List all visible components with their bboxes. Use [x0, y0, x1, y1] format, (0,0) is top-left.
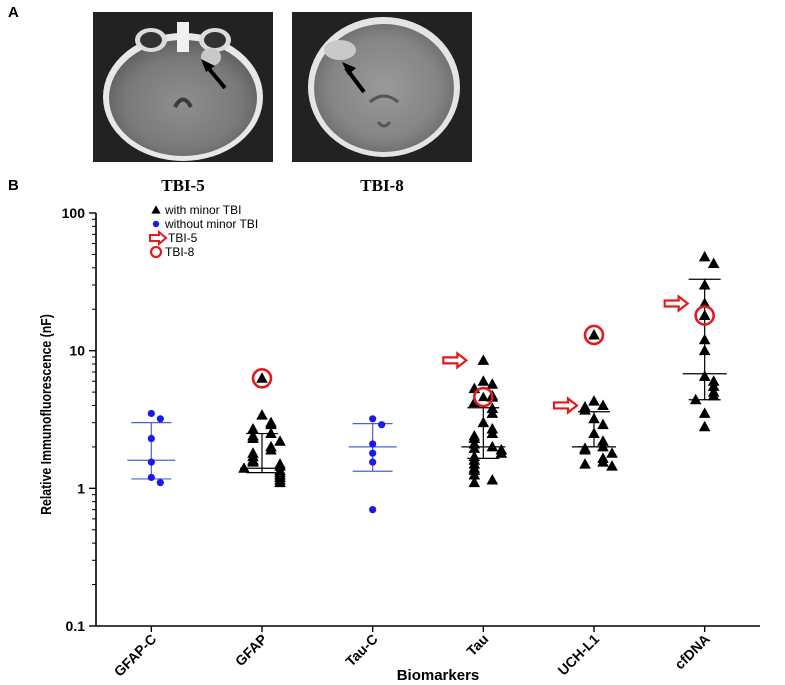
data-point-cfDNA [707, 380, 720, 391]
data-point-Tau-C [369, 506, 377, 514]
data-point-UCH-L1 [606, 460, 618, 471]
tbi5-arrow-Tau [442, 351, 469, 370]
data-point-Tau-C [369, 415, 377, 423]
y-tick-label-1: 1 [77, 480, 85, 496]
data-point-UCH-L1 [579, 404, 591, 415]
tbi8-circle-GFAP [251, 367, 273, 389]
data-point-GFAP-C [156, 479, 164, 487]
data-point-Tau-C [369, 458, 377, 466]
data-point-GFAP [247, 432, 259, 444]
x-tick-label-UCH-L1: UCH-L1 [555, 631, 603, 679]
data-point-GFAP [247, 456, 259, 467]
data-point-Tau-C [369, 449, 377, 457]
data-point-cfDNA [698, 344, 711, 356]
data-point-cfDNA [689, 393, 702, 405]
legend-dot-marker [152, 220, 160, 228]
data-point-cfDNA [698, 333, 711, 345]
legend-label-3: TBI-8 [165, 245, 195, 259]
tbi8-circle-cfDNA [694, 305, 715, 326]
data-point-Tau [477, 354, 490, 365]
data-point-Tau [477, 375, 490, 386]
data-point-GFAP [274, 435, 286, 446]
panel-b-letter: B [8, 177, 19, 194]
data-point-Tau [477, 416, 490, 428]
tbi5-arrow-UCH-L1 [552, 396, 579, 415]
scan-caption-tbi-5: TBI-5 [161, 176, 205, 195]
data-point-cfDNA [698, 297, 711, 309]
data-point-Tau [486, 473, 499, 485]
data-point-GFAP [238, 462, 250, 473]
data-point-Tau-C [369, 440, 377, 448]
data-point-GFAP [265, 418, 277, 430]
ct-scan-tbi-8 [292, 12, 472, 162]
data-point-cfDNA [698, 278, 711, 290]
y-tick-label-0.1: 0.1 [66, 618, 86, 634]
data-point-cfDNA [698, 407, 711, 418]
data-point-UCH-L1 [606, 447, 618, 458]
data-point-Tau [495, 447, 508, 458]
data-point-GFAP-C [156, 415, 164, 423]
data-point-cfDNA [698, 370, 711, 381]
tbi8-point-GFAP [256, 372, 268, 383]
tbi8-point-Tau [478, 391, 489, 402]
data-point-UCH-L1 [588, 427, 600, 439]
data-point-GFAP-C [147, 409, 155, 418]
data-point-cfDNA [698, 420, 711, 432]
ct-scan-tbi-5 [93, 12, 273, 162]
legend-label-2: TBI-5 [168, 231, 198, 245]
y-tick-label-10: 10 [69, 343, 85, 359]
data-point-GFAP-C [147, 458, 155, 466]
x-axis-label: Biomarkers [397, 667, 480, 684]
tbi8-point-cfDNA [699, 310, 710, 320]
x-tick-label-Tau: Tau [463, 631, 491, 659]
legend-circle-marker [149, 245, 163, 259]
data-point-Tau [468, 442, 481, 453]
data-point-Tau [468, 432, 481, 444]
panel-a-letter: A [8, 4, 19, 21]
x-tick-label-cfDNA: cfDNA [671, 631, 713, 673]
data-point-Tau [468, 476, 481, 488]
data-point-Tau [486, 440, 499, 452]
data-point-GFAP-C [147, 434, 155, 443]
data-point-Tau [486, 378, 499, 389]
data-point-UCH-L1 [579, 458, 591, 469]
data-point-GFAP [265, 427, 277, 439]
data-point-Tau [486, 407, 499, 418]
x-tick-label-GFAP-C: GFAP-C [111, 631, 160, 680]
data-point-GFAP [265, 443, 277, 455]
legend-label-0: with minor TBI [164, 203, 241, 217]
data-point-GFAP [274, 476, 286, 488]
data-point-UCH-L1 [579, 443, 591, 455]
legend-triangle-marker [151, 205, 161, 214]
legend-arrow-marker [149, 229, 168, 247]
tbi8-point-UCH-L1 [588, 329, 600, 340]
data-point-Tau [468, 468, 481, 480]
data-point-GFAP-C [147, 473, 155, 482]
data-point-Tau [486, 427, 499, 439]
x-tick-label-GFAP: GFAP [232, 631, 270, 669]
tbi8-circle-Tau [473, 386, 494, 408]
tbi5-arrow-cfDNA [663, 294, 690, 313]
data-point-cfDNA [707, 257, 720, 268]
data-point-UCH-L1 [597, 399, 609, 410]
scan-caption-tbi-8: TBI-8 [360, 176, 404, 195]
data-point-UCH-L1 [597, 418, 609, 430]
tbi8-circle-UCH-L1 [583, 324, 605, 346]
data-point-cfDNA [707, 389, 720, 401]
data-point-GFAP [256, 409, 268, 420]
data-point-UCH-L1 [588, 412, 600, 424]
y-tick-label-100: 100 [62, 205, 86, 221]
legend-label-1: without minor TBI [164, 217, 258, 231]
data-point-GFAP [247, 422, 259, 434]
data-point-UCH-L1 [597, 456, 609, 467]
data-point-UCH-L1 [597, 435, 609, 446]
data-point-Tau-C [378, 421, 386, 429]
x-tick-label-Tau-C: Tau-C [342, 631, 381, 670]
data-point-cfDNA [698, 250, 711, 262]
data-point-UCH-L1 [597, 440, 609, 452]
data-point-UCH-L1 [588, 395, 600, 406]
y-axis-label: Relative Immunofluorescence (nF) [38, 314, 54, 515]
